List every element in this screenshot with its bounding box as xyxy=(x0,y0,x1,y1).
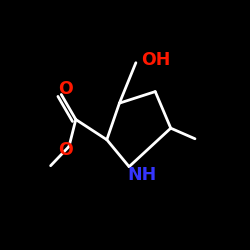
Text: O: O xyxy=(58,141,72,159)
Text: O: O xyxy=(58,80,72,98)
Text: NH: NH xyxy=(127,166,156,184)
Text: OH: OH xyxy=(141,51,170,69)
